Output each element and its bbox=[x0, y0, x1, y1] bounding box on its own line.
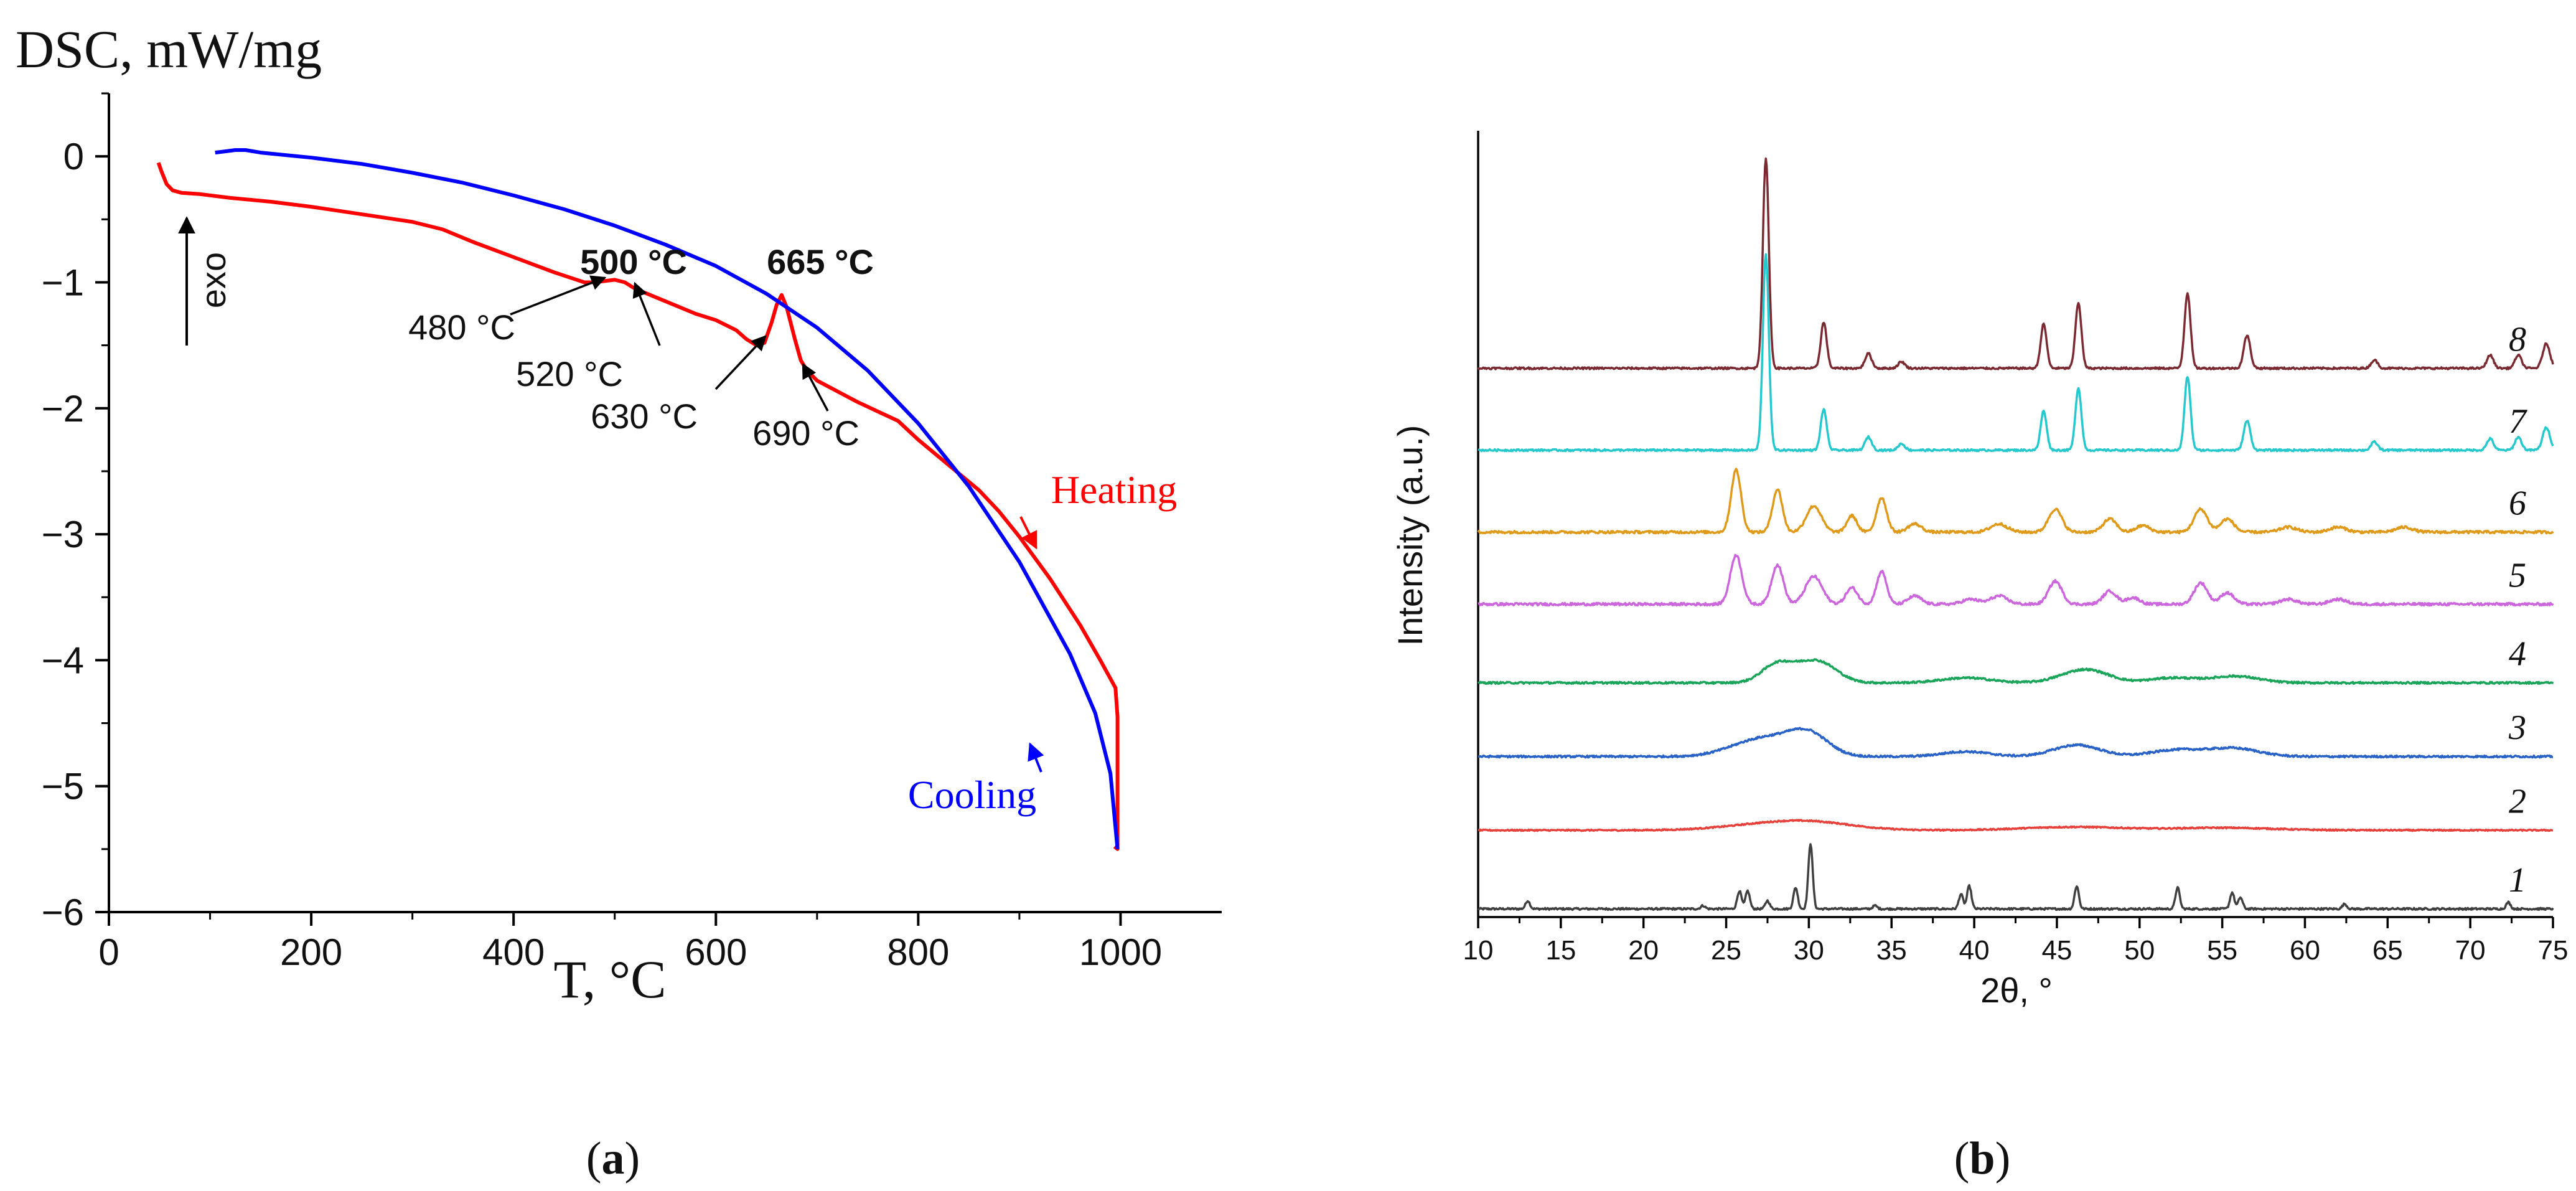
xrd-x-tick-label: 35 bbox=[1876, 935, 1907, 966]
dsc-axes bbox=[108, 93, 1222, 913]
xrd-curve-label-1: 1 bbox=[2509, 861, 2526, 900]
xrd-pattern-2 bbox=[1478, 819, 2554, 832]
dsc-x-tick-label: 0 bbox=[98, 931, 119, 973]
xrd-x-tick-label: 30 bbox=[1794, 935, 1824, 966]
dsc-y-tick-label: −4 bbox=[42, 639, 84, 681]
dsc-y-axis-label: DSC, mW/mg bbox=[16, 19, 322, 79]
xrd-x-tick-label: 50 bbox=[2124, 935, 2155, 966]
dsc-x-tick-label: 200 bbox=[280, 931, 342, 973]
xrd-x-tick-label: 75 bbox=[2538, 935, 2569, 966]
xrd-x-tick-label: 20 bbox=[1628, 935, 1659, 966]
svg-text:(b): (b) bbox=[1954, 1133, 2010, 1184]
xrd-x-tick-label: 25 bbox=[1711, 935, 1741, 966]
xrd-x-tick-label: 65 bbox=[2372, 935, 2403, 966]
heating-label: Heating bbox=[1051, 468, 1178, 512]
xrd-curve-label-7: 7 bbox=[2509, 402, 2527, 441]
xrd-pattern-3 bbox=[1478, 727, 2554, 759]
xrd-chart: Intensity (a.u.) 10 15 20 25 30 35 40 45 50 55 60 6… bbox=[1390, 131, 2568, 1184]
dsc-annotation-label: 520 °C bbox=[516, 354, 623, 393]
xrd-curve-label-4: 4 bbox=[2509, 635, 2526, 674]
xrd-curve-label-2: 2 bbox=[2509, 783, 2526, 821]
xrd-curve-label-3: 3 bbox=[2508, 708, 2526, 747]
dsc-x-tick-label: 800 bbox=[887, 931, 949, 973]
dsc-ticks: 0 200 400 600 800 1000 0 −1 −2 −3 −4 −5 −6 bbox=[42, 92, 1162, 973]
xrd-x-tick-label: 55 bbox=[2207, 935, 2237, 966]
heating-arrow bbox=[1019, 516, 1037, 550]
xrd-pattern-5 bbox=[1478, 553, 2554, 607]
xrd-pattern-4 bbox=[1478, 658, 2554, 685]
xrd-series bbox=[1477, 158, 2554, 911]
dsc-y-tick-label: −2 bbox=[42, 388, 84, 430]
xrd-pattern-8 bbox=[1477, 158, 2554, 370]
xrd-curve-label-6: 6 bbox=[2509, 484, 2526, 523]
dsc-y-tick-label: −5 bbox=[42, 766, 84, 807]
dsc-panel-label: (a) bbox=[586, 1133, 640, 1184]
dsc-panel-letter: a bbox=[602, 1133, 625, 1184]
dsc-annotation-label: 630 °C bbox=[591, 397, 698, 436]
dsc-chart: DSC, mW/mg 0 200 400 600 800 1000 0 −1 −2 −3 −4 −5 −… bbox=[16, 19, 1222, 1184]
dsc-x-tick-label: 1000 bbox=[1079, 931, 1162, 973]
dsc-annotation-label: 480 °C bbox=[408, 308, 515, 347]
xrd-y-axis-label: Intensity (a.u.) bbox=[1390, 425, 1430, 646]
dsc-annotation-arrow bbox=[714, 335, 767, 390]
xrd-curve-label-8: 8 bbox=[2509, 321, 2526, 359]
xrd-x-tick-label: 10 bbox=[1463, 935, 1494, 966]
xrd-x-tick-label: 15 bbox=[1545, 935, 1576, 966]
exo-label: exo bbox=[194, 252, 233, 308]
dsc-cooling-curve bbox=[215, 148, 1120, 850]
xrd-axes bbox=[1477, 131, 2553, 918]
cooling-arrow bbox=[1028, 742, 1044, 773]
xrd-panel-label: (b) bbox=[1954, 1133, 2010, 1184]
dsc-annotation-arrow bbox=[632, 281, 661, 346]
dsc-annotation-arrow bbox=[802, 362, 829, 412]
xrd-panel-letter: b bbox=[1969, 1133, 1995, 1184]
xrd-pattern-1 bbox=[1477, 843, 2554, 911]
dsc-series bbox=[156, 148, 1120, 851]
xrd-x-axis-label: 2θ, ° bbox=[1980, 971, 2053, 1010]
dsc-y-tick-label: −1 bbox=[42, 261, 84, 303]
xrd-x-tick-label: 60 bbox=[2290, 935, 2320, 966]
cooling-label: Cooling bbox=[908, 773, 1036, 817]
dsc-y-tick-label: −6 bbox=[42, 892, 84, 933]
xrd-pattern-7 bbox=[1478, 253, 2554, 453]
xrd-curve-labels: 1 2 3 4 5 6 7 8 bbox=[2508, 321, 2527, 900]
dsc-annotation-label: 665 °C bbox=[767, 242, 874, 281]
xrd-x-tick-label: 70 bbox=[2455, 935, 2486, 966]
dsc-y-tick-label: −3 bbox=[42, 514, 84, 555]
dsc-annotation-label: 690 °C bbox=[752, 413, 859, 453]
xrd-curve-label-5: 5 bbox=[2509, 556, 2526, 595]
dsc-y-tick-label: 0 bbox=[63, 136, 84, 177]
dsc-annotation-label: 500 °C bbox=[580, 242, 687, 281]
dsc-annotation-arrow bbox=[510, 275, 607, 316]
dsc-x-tick-label: 400 bbox=[482, 931, 545, 973]
svg-text:(a): (a) bbox=[586, 1133, 640, 1184]
xrd-x-tick-label: 45 bbox=[2041, 935, 2072, 966]
dsc-heating-curve bbox=[156, 162, 1120, 851]
dsc-x-axis-label: T, °C bbox=[554, 949, 667, 1009]
xrd-x-tick-label: 40 bbox=[1959, 935, 1990, 966]
xrd-pattern-6 bbox=[1477, 468, 2554, 535]
xrd-ticks: 10 15 20 25 30 35 40 45 50 55 60 65 70 75 bbox=[1463, 917, 2569, 966]
dsc-x-tick-label: 600 bbox=[685, 931, 747, 973]
